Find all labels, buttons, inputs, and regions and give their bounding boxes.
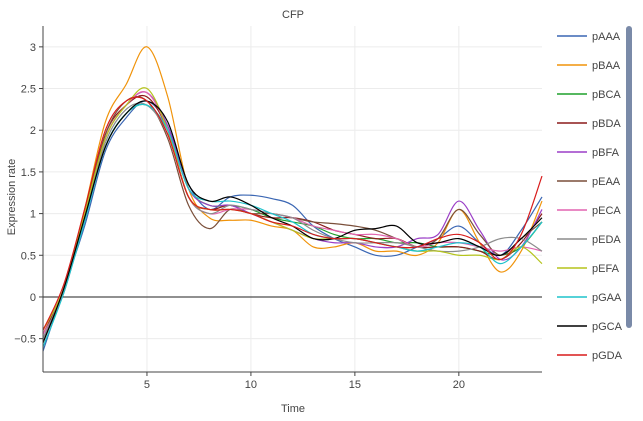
legend-item-pgaa[interactable]: pGAA [557,292,622,304]
series-line-paaa [42,100,543,352]
legend-label: pGCA [592,321,623,333]
x-axis-title: Time [281,403,305,415]
grid-lines [43,26,542,372]
x-tick-labels: 5 10 15 20 [144,372,465,391]
x-tick-label: 15 [349,379,361,391]
legend-label: pECA [592,205,621,217]
y-tick-label: −0.5 [14,334,36,346]
legend-item-pefa[interactable]: pEFA [557,263,620,275]
y-tick-label: 2 [30,125,36,137]
y-tick-labels: −0.5 0 0.5 1 1.5 2 2.5 3 [14,42,43,346]
x-tick-label: 5 [144,379,150,391]
legend-item-pgda[interactable]: pGDA [557,350,623,362]
y-tick-label: 0.5 [21,250,36,262]
legend-item-pgca[interactable]: pGCA [557,321,623,333]
legend-label: pGDA [592,350,623,362]
legend: pAAA pBAA pBCA pBDA pBFA pEAA pECA pEDA pEFA pGAA… [557,31,623,362]
legend-item-pbda[interactable]: pBDA [557,118,621,130]
legend-scrollbar[interactable] [626,26,632,328]
legend-item-pbca[interactable]: pBCA [557,89,621,101]
axes [42,26,542,373]
legend-label: pEDA [592,234,621,246]
series-line-peaa [42,96,543,344]
legend-label: pGAA [592,292,622,304]
y-tick-label: 3 [30,42,36,54]
legend-label: pBFA [592,147,620,159]
legend-item-pbfa[interactable]: pBFA [557,147,620,159]
legend-label: pAAA [592,31,621,43]
legend-item-pbaa[interactable]: pBAA [557,60,621,72]
y-tick-label: 2.5 [21,84,36,96]
series-line-peda [42,102,543,339]
legend-label: pBAA [592,60,621,72]
y-tick-label: 1.5 [21,167,36,179]
x-tick-label: 10 [245,379,257,391]
series-lines [42,46,543,352]
x-tick-label: 20 [453,379,465,391]
legend-item-paaa[interactable]: pAAA [557,31,621,43]
chart-title: CFP [282,9,304,21]
y-tick-label: 0 [30,292,36,304]
y-tick-label: 1 [30,209,36,221]
legend-item-peda[interactable]: pEDA [557,234,621,246]
legend-label: pEAA [592,176,621,188]
legend-item-peca[interactable]: pECA [557,205,621,217]
legend-label: pBDA [592,118,621,130]
y-axis-title: Expression rate [6,159,18,235]
legend-item-peaa[interactable]: pEAA [557,176,621,188]
series-line-pbaa [42,46,543,331]
series-line-pefa [42,87,543,331]
series-line-pgda [42,96,543,331]
legend-label: pBCA [592,89,621,101]
legend-label: pEFA [592,263,620,275]
